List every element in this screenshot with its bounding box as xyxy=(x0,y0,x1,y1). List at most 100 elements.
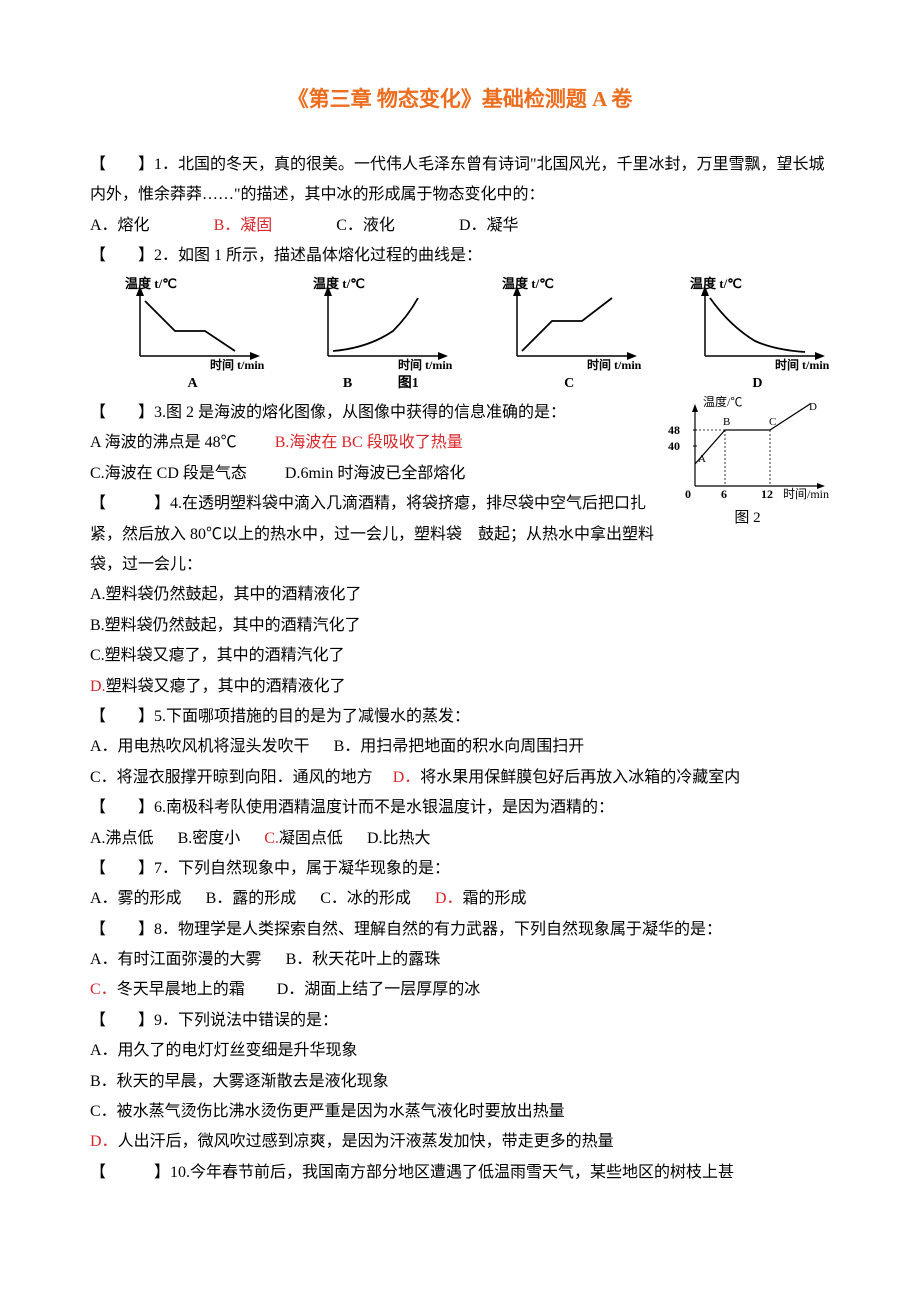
q4-num: 4. xyxy=(170,495,182,512)
q7-text: 下列自然现象中，属于凝华现象的是： xyxy=(178,860,450,877)
fig2-caption: 图 2 xyxy=(665,504,830,533)
q1-optA: A．熔化 xyxy=(90,217,150,234)
fig1-A-xlabel: 时间 t/min xyxy=(210,357,265,371)
fig1-A-label: A xyxy=(120,371,265,398)
q6-optC: 凝固点低 xyxy=(279,830,343,847)
q1-optC: C．液化 xyxy=(336,217,395,234)
q10-num: 10. xyxy=(170,1164,190,1181)
q7-options: A．雾的形成 B．露的形成 C．冰的形成 D．霜的形成 xyxy=(90,884,830,914)
q10-text: 今年春节前后，我国南方部分地区遭遇了低温雨雪天气，某些地区的树枝上甚 xyxy=(190,1164,734,1181)
svg-text:温度 t/℃: 温度 t/℃ xyxy=(690,276,742,291)
q8-bracket: 【 】8． xyxy=(90,921,178,938)
fig1-caption: 图1 xyxy=(398,376,419,391)
q6-num: 6. xyxy=(154,799,166,816)
q6-text: 南极科考队使用酒精温度计而不是水银温度计，是因为酒精的： xyxy=(166,799,614,816)
page-title: 《第三章 物态变化》基础检测题 A 卷 xyxy=(90,80,830,120)
svg-text:温度 t/℃: 温度 t/℃ xyxy=(502,276,554,291)
fig1-A: 温度 t/℃ 时间 t/min A xyxy=(120,276,265,398)
q3-bracket: 【 】 xyxy=(90,404,154,421)
question-5: 【 】5.下面哪项措施的目的是为了减慢水的蒸发： xyxy=(90,702,830,732)
q6-options: A.沸点低 B.密度小 C.凝固点低 D.比热大 xyxy=(90,824,830,854)
figure-2: 温度/℃ 48 40 0 6 12 时间/min A B C D 图 2 xyxy=(665,394,830,533)
q5-optB: B．用扫帚把地面的积水向周围扫开 xyxy=(334,738,585,755)
q8-optB: B．秋天花叶上的露珠 xyxy=(286,951,441,968)
question-2: 【 】2．如图 1 所示，描述晶体熔化过程的曲线是： xyxy=(90,241,830,271)
question-1: 【 】1．北国的冬天，真的很美。一代伟人毛泽东曾有诗词"北国风光，千里冰封，万里… xyxy=(90,150,830,211)
q4-bracket: 【 】 xyxy=(90,495,170,512)
q7-optC: C．冰的形成 xyxy=(320,890,411,907)
svg-text:48: 48 xyxy=(668,423,680,437)
q9-optD-pre: D． xyxy=(90,1133,118,1150)
q10-bracket: 【 】 xyxy=(90,1164,170,1181)
q6-bracket: 【 】 xyxy=(90,799,154,816)
svg-text:0: 0 xyxy=(685,487,691,501)
q4-optD: 塑料袋又瘪了，其中的酒精液化了 xyxy=(106,678,346,695)
q4-optC: C.塑料袋又瘪了，其中的酒精汽化了 xyxy=(90,641,830,671)
svg-text:A: A xyxy=(698,453,706,465)
q8-text: 物理学是人类探索自然、理解自然的有力武器，下列自然现象属于凝华的是： xyxy=(178,921,722,938)
svg-text:40: 40 xyxy=(668,439,680,453)
q1-optB: B．凝固 xyxy=(214,217,273,234)
q6-optA: A.沸点低 xyxy=(90,830,154,847)
svg-text:时间 t/min: 时间 t/min xyxy=(398,357,453,371)
fig1-B-label: B xyxy=(343,376,352,391)
q4-optA: A.塑料袋仍然鼓起，其中的酒精液化了 xyxy=(90,580,830,610)
svg-text:时间 t/min: 时间 t/min xyxy=(775,357,830,371)
q9-text: 下列说法中错误的是： xyxy=(178,1012,338,1029)
svg-text:12: 12 xyxy=(761,487,773,501)
q1-text: 北国的冬天，真的很美。一代伟人毛泽东曾有诗词"北国风光，千里冰封，万里雪飘，望长… xyxy=(90,156,825,203)
q8-row1: A．有时江面弥漫的大雾 B．秋天花叶上的露珠 xyxy=(90,945,830,975)
q8-row2: C．冬天早晨地上的霜 D．湖面上结了一层厚厚的冰 xyxy=(90,975,830,1005)
q1-bracket: 【 】1． xyxy=(90,156,178,173)
q7-optB: B．露的形成 xyxy=(206,890,297,907)
q3-text: 图 2 是海波的熔化图像，从图像中获得的信息准确的是： xyxy=(166,404,566,421)
q5-num: 5. xyxy=(154,708,166,725)
q9-optD: 人出汗后，微风吹过感到凉爽，是因为汗液蒸发加快，带走更多的热量 xyxy=(118,1133,614,1150)
q5-optD: 将水果用保鲜膜包好后再放入冰箱的冷藏室内 xyxy=(420,769,740,786)
q4-optB: B.塑料袋仍然鼓起，其中的酒精汽化了 xyxy=(90,611,830,641)
q5-row2: C．将湿衣服撑开晾到向阳．通风的地方 D．将水果用保鲜膜包好后再放入冰箱的冷藏室… xyxy=(90,763,830,793)
question-10: 【 】10.今年春节前后，我国南方部分地区遭遇了低温雨雪天气，某些地区的树枝上甚 xyxy=(90,1158,830,1188)
q3-optC: C.海波在 CD 段是气态 xyxy=(90,465,247,482)
q9-bracket: 【 】9． xyxy=(90,1012,178,1029)
q5-text: 下面哪项措施的目的是为了减慢水的蒸发： xyxy=(166,708,470,725)
q9-optC: C．被水蒸气烫伤比沸水烫伤更严重是因为水蒸气液化时要放出热量 xyxy=(90,1097,830,1127)
q8-optC-pre: C． xyxy=(90,981,117,998)
q3-optA: A 海波的沸点是 48℃ xyxy=(90,434,237,451)
q1-options: A．熔化 B．凝固 C．液化 D．凝华 xyxy=(90,211,830,241)
q5-bracket: 【 】 xyxy=(90,708,154,725)
svg-text:时间 t/min: 时间 t/min xyxy=(587,357,642,371)
figure-1: 温度 t/℃ 时间 t/min A 温度 t/℃ 时间 t/min B 图1 xyxy=(120,276,830,398)
q6-optD: D.比热大 xyxy=(367,830,431,847)
fig1-A-ylabel: 温度 t/℃ xyxy=(125,276,177,291)
q6-optB: B.密度小 xyxy=(178,830,241,847)
svg-text:时间/min: 时间/min xyxy=(783,487,829,501)
question-6: 【 】6.南极科考队使用酒精温度计而不是水银温度计，是因为酒精的： xyxy=(90,793,830,823)
fig1-C-label: C xyxy=(497,371,642,398)
q3-num: 3. xyxy=(154,404,166,421)
q8-optC: 冬天早晨地上的霜 xyxy=(117,981,245,998)
q5-optA: A．用电热吹风机将湿头发吹干 xyxy=(90,738,310,755)
question-7: 【 】7．下列自然现象中，属于凝华现象的是： xyxy=(90,854,830,884)
fig1-B: 温度 t/℃ 时间 t/min B 图1 xyxy=(308,276,453,398)
q7-bracket: 【 】7． xyxy=(90,860,178,877)
q2-text: 如图 1 所示，描述晶体熔化过程的曲线是： xyxy=(178,247,482,264)
q3-optB: B.海波在 BC 段吸收了热量 xyxy=(275,434,463,451)
question-9: 【 】9．下列说法中错误的是： xyxy=(90,1006,830,1036)
q7-optA: A．雾的形成 xyxy=(90,890,182,907)
svg-text:D: D xyxy=(809,401,817,413)
q2-bracket: 【 】2． xyxy=(90,247,178,264)
q1-optD: D．凝华 xyxy=(459,217,519,234)
q7-optD: 霜的形成 xyxy=(463,890,527,907)
fig1-D-label: D xyxy=(685,371,830,398)
q8-optD: D．湖面上结了一层厚厚的冰 xyxy=(277,981,481,998)
svg-text:6: 6 xyxy=(721,487,727,501)
q9-optA: A．用久了的电灯灯丝变细是升华现象 xyxy=(90,1036,830,1066)
fig1-C: 温度 t/℃ 时间 t/min C xyxy=(497,276,642,398)
q9-optB: B．秋天的早晨，大雾逐渐散去是液化现象 xyxy=(90,1067,830,1097)
q8-optA: A．有时江面弥漫的大雾 xyxy=(90,951,262,968)
q7-optD-pre: D． xyxy=(435,890,463,907)
svg-text:C: C xyxy=(769,416,776,428)
q5-optD-pre: D． xyxy=(393,769,421,786)
q6-optC-pre: C. xyxy=(264,830,279,847)
